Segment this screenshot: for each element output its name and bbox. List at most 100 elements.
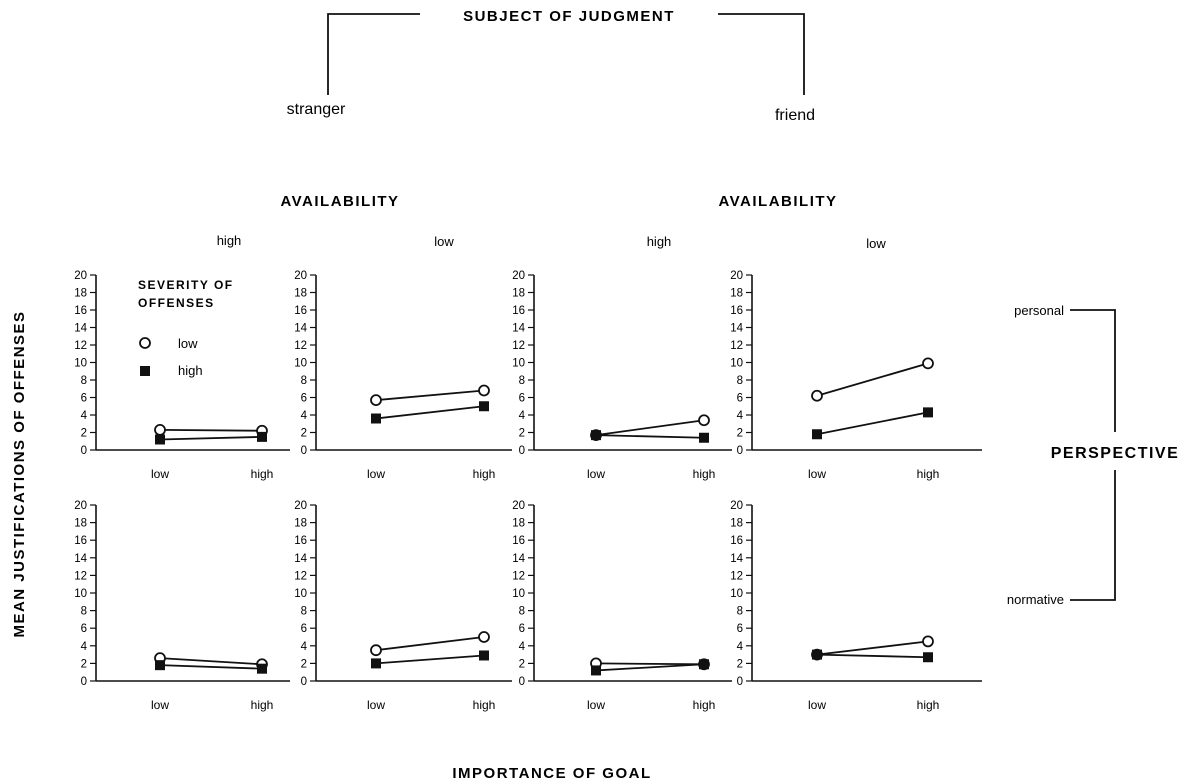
- y-tick-label: 6: [737, 393, 743, 405]
- y-tick-label: 4: [301, 641, 308, 653]
- series-line-high: [375, 405, 485, 420]
- y-tick-label: 10: [294, 588, 307, 600]
- y-tick-label: 8: [737, 606, 743, 618]
- y-tick-label: 14: [512, 323, 525, 335]
- y-tick-label: 18: [730, 288, 743, 300]
- y-tick-label: 20: [730, 500, 743, 512]
- panel-r2c1: 0 2 4 6 8 10 12 14 16 18 20 low high: [74, 500, 290, 712]
- y-tick-label: 0: [81, 676, 87, 688]
- x-tick-label: high: [693, 467, 716, 481]
- y-tick-label: 12: [294, 340, 307, 352]
- y-tick-label: 8: [301, 606, 307, 618]
- y-tick-label: 14: [512, 553, 525, 565]
- point-low: [478, 384, 490, 397]
- y-tick-label: 18: [74, 288, 87, 300]
- y-tick-label: 20: [294, 270, 307, 282]
- subject-bracket: [327, 13, 805, 95]
- y-tick-label: 18: [74, 518, 87, 530]
- x-tick-label: low: [808, 698, 826, 712]
- point-high: [591, 430, 601, 441]
- point-high: [257, 663, 267, 674]
- series-line-high: [159, 435, 263, 441]
- y-tick-label: 8: [519, 606, 525, 618]
- x-tick-label: low: [367, 698, 385, 712]
- x-tick-label: low: [151, 467, 169, 481]
- normative-label: normative: [1007, 592, 1064, 607]
- y-tick-label: 16: [294, 305, 307, 317]
- point-high: [699, 432, 709, 443]
- perspective-title: PERSPECTIVE: [1051, 445, 1180, 462]
- y-tick-label: 16: [730, 535, 743, 547]
- y-tick-label: 0: [519, 445, 525, 457]
- y-tick-label: 14: [730, 323, 743, 335]
- panel-r1c4: 0 2 4 6 8 10 12 14 16 18 20 low high: [730, 270, 982, 481]
- y-tick-label: 18: [512, 288, 525, 300]
- y-tick-label: 6: [81, 623, 87, 635]
- y-tick-label: 2: [301, 658, 307, 670]
- point-low: [811, 389, 823, 402]
- x-tick-label: low: [808, 467, 826, 481]
- series-line-low: [375, 389, 485, 402]
- perspective-bracket: [1070, 309, 1116, 601]
- y-tick-label: 14: [74, 553, 87, 565]
- y-tick-label: 16: [512, 305, 525, 317]
- legend-marker-high: [140, 366, 150, 376]
- x-tick-label: low: [367, 467, 385, 481]
- x-tick-label: high: [917, 467, 940, 481]
- availability-level-4: low: [866, 236, 886, 251]
- y-tick-label: 0: [737, 445, 743, 457]
- x-tick-label: low: [151, 698, 169, 712]
- y-tick-label: 2: [737, 428, 743, 440]
- y-tick-label: 0: [301, 676, 307, 688]
- point-high: [923, 407, 933, 418]
- point-high: [923, 652, 933, 663]
- y-tick-label: 12: [74, 340, 87, 352]
- x-tick-label: high: [473, 467, 496, 481]
- y-tick-label: 2: [81, 658, 87, 670]
- point-high: [591, 665, 601, 676]
- y-tick-label: 12: [512, 340, 525, 352]
- y-tick-label: 0: [81, 445, 87, 457]
- y-tick-label: 16: [512, 535, 525, 547]
- y-tick-label: 18: [730, 518, 743, 530]
- availability-level-1: high: [217, 233, 242, 248]
- point-high: [371, 413, 381, 424]
- y-tick-label: 12: [294, 570, 307, 582]
- series-line-high: [159, 664, 263, 670]
- y-tick-label: 8: [81, 606, 87, 618]
- y-tick-label: 6: [519, 393, 525, 405]
- y-tick-label: 0: [519, 676, 525, 688]
- series-line-high: [816, 411, 929, 436]
- personal-label: personal: [1014, 303, 1064, 318]
- x-tick-label: low: [587, 698, 605, 712]
- y-tick-label: 10: [294, 358, 307, 370]
- friend-label: friend: [775, 107, 815, 124]
- series-line-high: [595, 434, 705, 439]
- point-low: [478, 631, 490, 643]
- x-tick-label: high: [251, 698, 274, 712]
- y-tick-label: 20: [730, 270, 743, 282]
- point-high: [812, 429, 822, 440]
- point-low: [370, 644, 382, 657]
- y-tick-label: 0: [301, 445, 307, 457]
- panel-r2c4: 0 2 4 6 8 10 12 14 16 18 20 low high: [730, 500, 982, 712]
- series-line-high: [375, 654, 485, 665]
- series-line-low: [159, 428, 263, 432]
- y-tick-label: 18: [512, 518, 525, 530]
- y-tick-label: 6: [81, 393, 87, 405]
- y-tick-label: 6: [301, 393, 307, 405]
- y-tick-label: 10: [74, 588, 87, 600]
- series-line-low: [816, 640, 929, 656]
- stranger-label: stranger: [287, 101, 346, 118]
- y-tick-label: 4: [519, 410, 526, 422]
- y-tick-label: 4: [81, 410, 88, 422]
- y-tick-label: 2: [81, 428, 87, 440]
- point-high: [257, 431, 267, 442]
- x-tick-label: low: [587, 467, 605, 481]
- point-high: [155, 434, 165, 445]
- y-tick-label: 0: [737, 676, 743, 688]
- y-tick-label: 4: [737, 641, 744, 653]
- point-high: [155, 660, 165, 671]
- y-tick-label: 16: [730, 305, 743, 317]
